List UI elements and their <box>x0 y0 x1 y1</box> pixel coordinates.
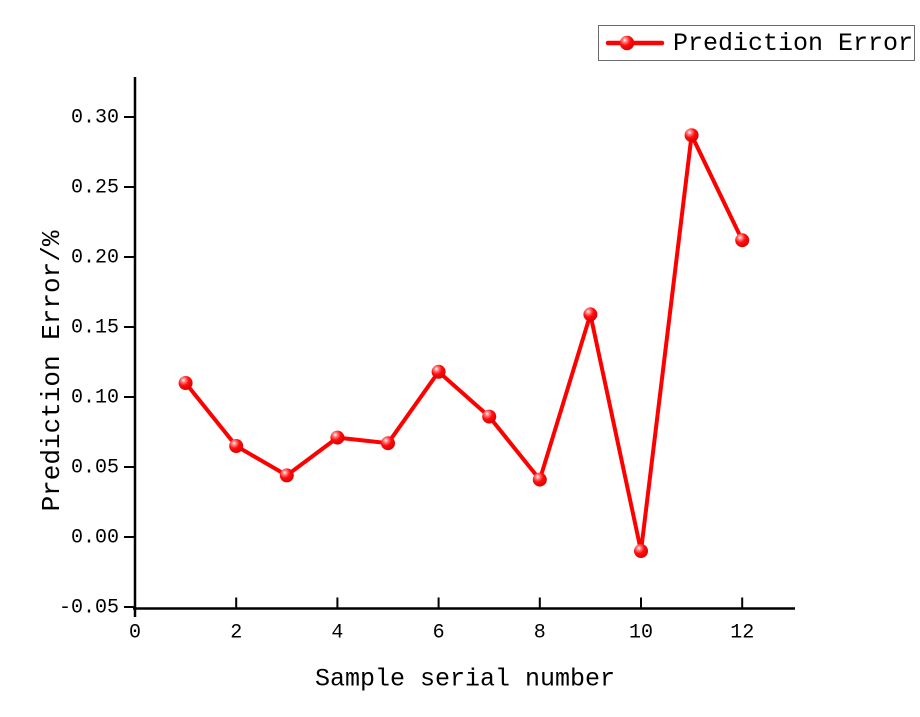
x-tick-label: 6 <box>433 622 445 645</box>
y-tick-label: 0.05 <box>71 457 119 480</box>
x-axis-title: Sample serial number <box>314 664 616 694</box>
data-point <box>634 544 648 558</box>
x-tick-label: 8 <box>534 622 546 645</box>
x-tick-label: 0 <box>129 622 141 645</box>
data-point <box>178 376 193 390</box>
data-point <box>229 439 244 453</box>
x-tick-label: 4 <box>331 622 343 645</box>
data-point <box>381 436 395 451</box>
y-tick-label: 0.30 <box>71 107 119 130</box>
y-tick-label: 0.20 <box>71 247 119 270</box>
data-point <box>532 472 547 487</box>
legend-line-marker-sample <box>605 35 665 51</box>
x-tick-label: 2 <box>230 622 242 645</box>
data-point <box>583 307 598 322</box>
y-tick-label: 0.00 <box>71 527 119 550</box>
legend-sample-marker <box>619 35 635 51</box>
data-point <box>482 409 497 424</box>
legend-label: Prediction Error <box>673 28 914 58</box>
data-point <box>330 430 345 445</box>
series-line <box>183 128 745 552</box>
y-tick-label: -0.05 <box>59 597 119 620</box>
x-tick-label: 10 <box>629 622 653 645</box>
data-point <box>279 468 294 483</box>
y-tick-label: 0.25 <box>71 177 119 200</box>
y-tick-label: 0.10 <box>71 387 119 410</box>
y-axis-title: Prediction Error/% <box>37 230 67 512</box>
legend-box: Prediction Error <box>598 25 915 61</box>
y-tick-label: 0.15 <box>71 317 119 340</box>
data-point <box>684 128 699 143</box>
x-tick-label: 12 <box>730 622 754 645</box>
data-point <box>735 233 750 248</box>
data-point <box>431 364 446 379</box>
